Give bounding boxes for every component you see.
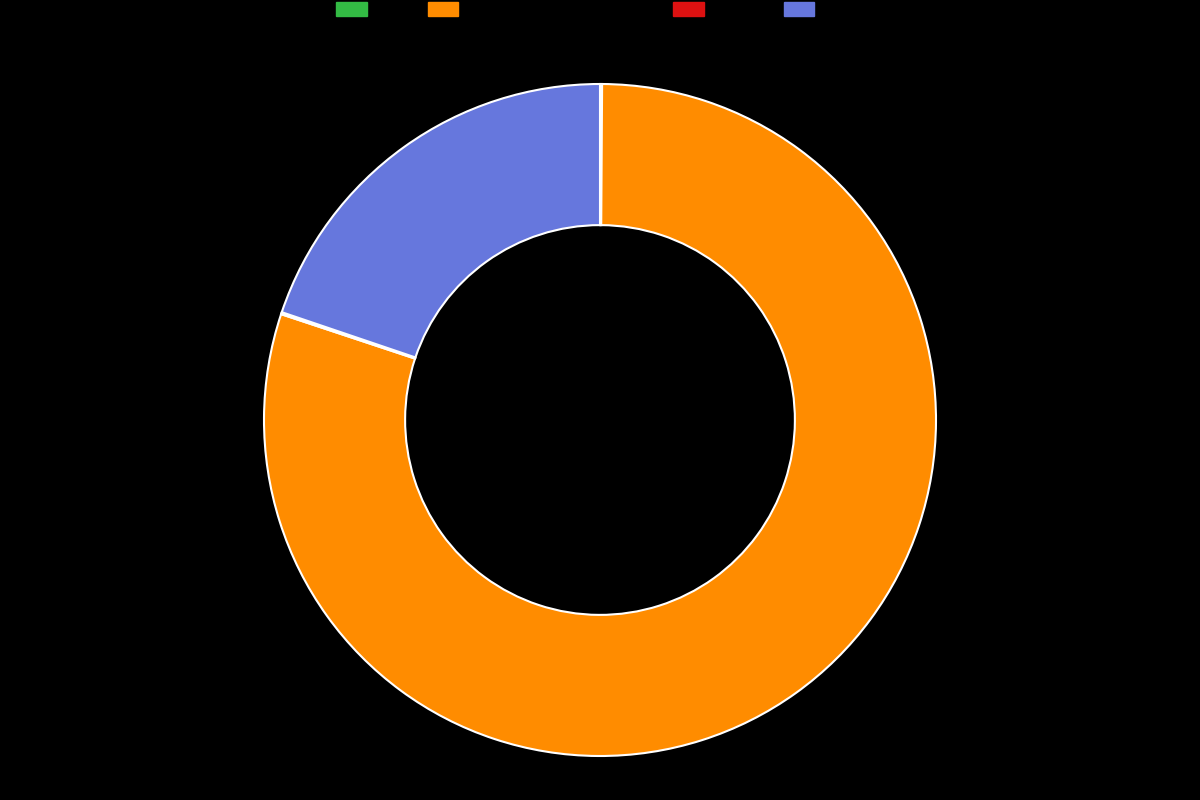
Wedge shape — [281, 312, 415, 358]
Wedge shape — [264, 84, 936, 756]
Wedge shape — [600, 84, 602, 225]
Wedge shape — [282, 84, 600, 358]
Legend: Java, Selenium/TestNG/Maven, Log4j2, Other: Java, Selenium/TestNG/Maven, Log4j2, Oth… — [334, 0, 866, 21]
